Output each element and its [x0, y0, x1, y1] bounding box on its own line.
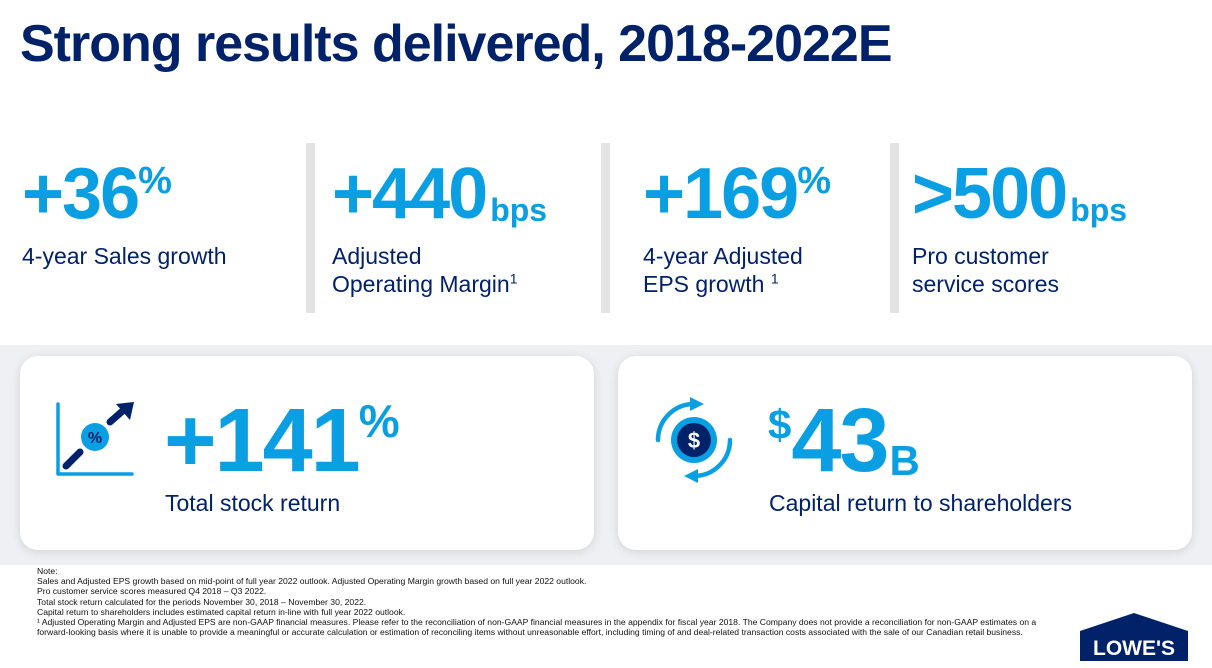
stock-chart-percent-icon: % [56, 402, 134, 476]
stat-suffix: bps [490, 192, 548, 228]
stat-label: Pro customer service scores [912, 243, 1059, 297]
divider [890, 143, 899, 313]
stat-sales-growth: +36 % 4-year Sales growth [22, 158, 227, 270]
card-total-stock-return: % +141 % Total stock return [20, 356, 594, 550]
page-title: Strong results delivered, 2018-2022E [20, 15, 893, 73]
dollar-cycle-icon: $ [655, 397, 733, 483]
footnote-marker: 1 [509, 270, 518, 287]
stat-label: Adjusted Operating Margin1 [332, 243, 518, 297]
stat-operating-margin: +440 bps Adjusted Operating Margin1 [332, 158, 547, 298]
card-label: Capital return to shareholders [769, 490, 1072, 516]
note-line: Capital return to shareholders includes … [37, 606, 406, 617]
card-prefix: $ [768, 401, 792, 448]
card-value: +141 [164, 391, 361, 491]
note-line: Sales and Adjusted EPS growth based on m… [37, 576, 587, 587]
divider [601, 143, 610, 313]
stat-value: +36 [22, 154, 140, 234]
stat-eps-growth: +169 % 4-year Adjusted EPS growth 1 [643, 158, 831, 298]
stat-value: >500 [912, 154, 1068, 234]
svg-text:%: % [88, 430, 102, 447]
logo-text: LOWE'S [1093, 637, 1175, 660]
note-line: Total stock return calculated for the pe… [37, 596, 367, 607]
stat-label: 4-year Sales growth [22, 243, 227, 269]
stat-suffix: bps [1070, 192, 1128, 228]
card-suffix: % [358, 395, 400, 447]
stat-suffix: % [797, 160, 831, 202]
stat-value: +169 [643, 154, 799, 234]
note-line: Pro customer service scores measured Q4 … [37, 586, 267, 597]
stat-pro-customer: >500 bps Pro customer service scores [912, 158, 1127, 298]
notes-heading: Note: [37, 566, 58, 576]
card-label: Total stock return [165, 490, 341, 516]
card-capital-return: $ $ 43 B Capital return to shareholders [618, 356, 1192, 550]
stat-value: +440 [332, 154, 488, 234]
svg-text:$: $ [688, 428, 700, 453]
footnote-marker: 1 [770, 270, 779, 287]
card-value: 43 [791, 391, 889, 491]
footnotes: Note: Sales and Adjusted EPS growth base… [37, 566, 1067, 637]
card-suffix: B [889, 437, 920, 484]
note-line: ¹ Adjusted Operating Margin and Adjusted… [37, 617, 1037, 638]
stat-label: 4-year Adjusted EPS growth 1 [643, 243, 803, 297]
divider [306, 143, 315, 313]
lowes-logo: LOWE'S [1080, 613, 1188, 661]
stat-suffix: % [138, 160, 172, 202]
